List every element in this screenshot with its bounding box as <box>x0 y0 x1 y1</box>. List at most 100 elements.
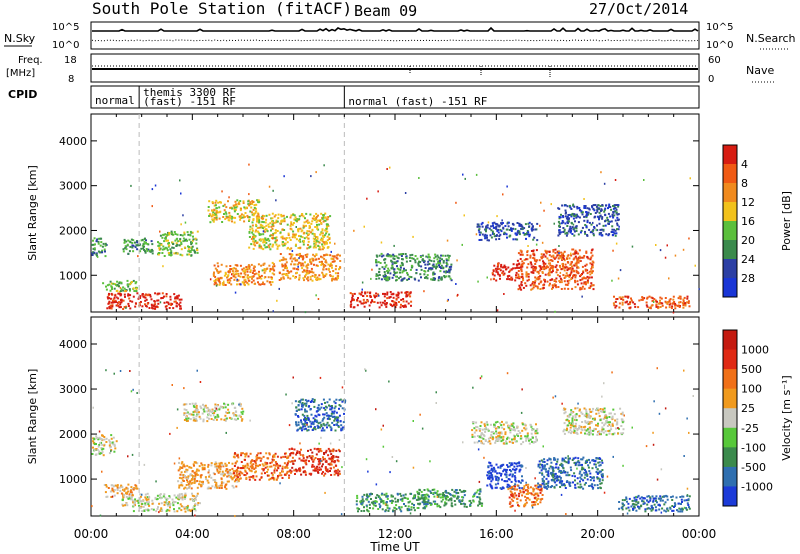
power-echo-cell <box>361 288 363 291</box>
power-echo-cell <box>265 241 268 244</box>
power-echo-cell <box>349 292 352 295</box>
velocity-echo-cell <box>458 489 461 492</box>
power-echo-cell <box>653 298 656 301</box>
power-echo-cell <box>183 233 186 236</box>
power-echo-cell <box>406 273 409 276</box>
power-echo-cell <box>560 251 563 254</box>
power-echo-cell <box>537 270 540 273</box>
power-echo-cell <box>122 299 125 302</box>
power-echo-cell <box>261 214 264 217</box>
power-echo-cell <box>325 273 328 276</box>
power-echo-cell <box>331 279 333 282</box>
velocity-echo-cell <box>182 476 185 479</box>
power-echo-cell <box>448 266 451 269</box>
power-echo-cell <box>400 298 403 301</box>
velocity-echo-cell <box>444 501 447 504</box>
power-echo-cell <box>334 277 337 280</box>
velocity-echo-cell <box>127 497 130 500</box>
power-echo-cell <box>322 275 325 278</box>
power-echo-cell <box>581 277 584 280</box>
power-echo-cell <box>313 276 316 278</box>
power-echo-cell <box>145 248 148 250</box>
velocity-echo-cell <box>386 504 389 507</box>
velocity-echo-cell <box>323 413 326 416</box>
velocity-echo-cell <box>239 415 242 418</box>
power-echo-cell <box>541 256 544 259</box>
power-echo-cell <box>227 274 230 277</box>
power-echo-cell <box>237 279 240 282</box>
velocity-echo-cell <box>238 478 241 480</box>
power-echo-cell <box>405 291 408 294</box>
velocity-echo-cell <box>481 502 484 505</box>
power-echo-cell <box>565 257 568 260</box>
power-echo-cell <box>310 222 313 225</box>
velocity-echo-cell <box>232 470 235 473</box>
power-echo-cell <box>495 227 498 230</box>
velocity-echo-cell <box>179 473 182 476</box>
power-echo-cell <box>561 204 564 207</box>
power-echo-cell <box>298 278 301 281</box>
velocity-echo-cell <box>302 403 305 406</box>
velocity-echo-cell <box>391 500 394 503</box>
power-echo-cell <box>561 263 564 266</box>
velocity-echo-cell <box>246 466 249 469</box>
velocity-echo-cell <box>429 490 432 493</box>
velocity-echo-cell <box>225 411 227 414</box>
velocity-echo-cell <box>372 507 375 510</box>
power-echo-cell <box>112 301 115 304</box>
power-echo-cell <box>240 272 243 275</box>
power-echo-cell <box>378 271 380 274</box>
power-echo-cell <box>321 238 324 240</box>
power-echo-cell <box>141 293 144 296</box>
power-echo-cell <box>228 211 231 214</box>
power-echo-cell <box>299 238 301 241</box>
velocity-echo-cell <box>299 453 302 456</box>
power-echo-cell <box>478 233 481 236</box>
power-echo-cell <box>447 256 450 259</box>
power-echo-cell <box>272 225 275 228</box>
power-echo-cell <box>518 277 521 280</box>
power-echo-cell <box>308 230 311 233</box>
power-echo-cell <box>570 262 573 265</box>
power-echo-cell <box>564 266 567 269</box>
power-echo-cell <box>633 303 636 306</box>
power-echo-cell <box>315 258 318 261</box>
power-echo-cell <box>316 264 319 267</box>
power-echo-cell <box>135 289 138 292</box>
power-echo-cell <box>167 301 170 304</box>
power-echo-cell <box>378 277 381 280</box>
velocity-echo-cell <box>126 504 129 507</box>
power-echo-cell <box>294 216 297 219</box>
velocity-echo-cell <box>365 504 368 507</box>
power-echo-cell <box>562 257 565 260</box>
velocity-echo-cell <box>180 509 183 512</box>
power-echo-cell <box>309 275 312 278</box>
power-echo-cell <box>527 263 530 266</box>
power-echo-cell <box>105 285 107 288</box>
velocity-echo-cell <box>112 490 115 493</box>
power-echo-cell <box>521 275 524 278</box>
power-echo-cell <box>131 242 134 244</box>
power-echo-cell <box>256 199 259 202</box>
power-echo-cell <box>626 300 629 303</box>
power-echo-cell <box>269 222 272 225</box>
velocity-echo-cell <box>224 462 227 465</box>
power-echo-cell <box>617 277 620 280</box>
power-echo-cell <box>141 238 144 241</box>
power-echo-cell <box>159 301 162 304</box>
velocity-echo-cell <box>434 491 437 494</box>
power-echo-cell <box>683 296 686 299</box>
velocity-echo-cell <box>182 480 185 482</box>
power-echo-cell <box>295 243 297 246</box>
power-echo-cell <box>678 301 681 304</box>
power-echo-cell <box>144 237 146 240</box>
power-echo-cell <box>145 239 147 242</box>
power-echo-cell <box>157 292 160 295</box>
power-echo-cell <box>558 222 561 225</box>
velocity-echo-cell <box>320 425 323 428</box>
power-echo-cell <box>491 222 494 225</box>
power-echo-cell <box>122 289 125 292</box>
velocity-echo-cell <box>187 417 190 420</box>
power-echo-cell <box>255 203 258 206</box>
power-echo-cell <box>123 241 126 244</box>
